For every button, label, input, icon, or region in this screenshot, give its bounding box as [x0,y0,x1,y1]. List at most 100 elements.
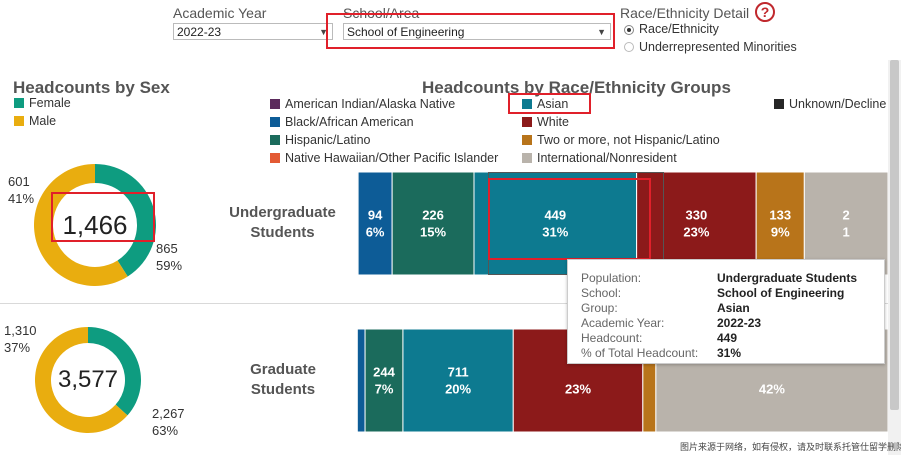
tooltip-key: Population: [581,271,642,285]
donut-total-undergrad: 1,466 [62,210,128,240]
bar-segment-black-african-american[interactable] [357,329,366,432]
radio-selected-icon [624,25,634,35]
bar-data-label: 226 [422,208,444,223]
bar-data-label: 449 [544,208,566,223]
tooltip-key: Headcount: [581,331,643,345]
row-divider [0,303,888,304]
data-label: 63% [152,423,179,438]
bar-segment-hispanic-latino[interactable] [364,329,404,432]
bar-data-label: 7% [375,382,394,397]
year-select[interactable]: 2022-23 ▼ [173,23,333,40]
legend-label: Hispanic/Latino [285,133,371,147]
data-label: 1,310 [4,323,37,338]
legend-swatch [522,99,532,109]
radio-label-urm: Underrepresented Minorities [639,40,797,54]
bar-segment-international-nonresident[interactable] [803,172,888,275]
data-label: 2,267 [152,406,185,421]
school-select[interactable]: School of Engineering ▼ [343,23,611,40]
donut-slice-male[interactable] [33,164,128,286]
legend-swatch [270,99,280,109]
year-select-value: 2022-23 [177,25,222,39]
data-label: 59% [156,258,183,273]
bar-data-label: 94 [368,208,383,223]
tooltip-key: Academic Year: [581,316,665,330]
bar-data-label: 711 [448,365,469,380]
bar-segment-asian[interactable] [402,329,514,432]
tooltip-value: Undergraduate Students [717,271,858,285]
bar-data-label: 15% [420,225,446,240]
year-filter-label: Academic Year [173,5,267,21]
bar-segment-asian[interactable] [473,172,638,275]
stacked-bar-undergrad: 94 6% 226 15% 449 31% 330 23% 133 9% 2 1 [357,172,888,275]
bar-data-label: 23% [565,382,591,397]
legend-label: American Indian/Alaska Native [285,97,456,111]
data-label: 865 [156,241,178,256]
chevron-down-icon: ▼ [597,27,606,37]
bar-data-label: 6% [366,225,385,240]
legend-label: Black/African American [285,115,414,129]
bar-segment-hispanic-latino[interactable] [391,172,475,275]
tooltip-value: 449 [717,331,738,345]
bar-data-label: 330 [686,208,708,223]
bar-data-label: 42% [759,382,785,397]
donut-slice-female[interactable] [88,327,141,416]
bar-data-label: 2 [843,208,850,223]
tooltip-value: 31% [717,346,742,360]
legend-swatch [522,153,532,163]
donut-chart-grad [35,327,141,433]
tooltip-value: Asian [717,301,750,315]
radio-race-ethnicity[interactable] [624,25,634,35]
scrollbar-track[interactable] [888,60,901,455]
bar-segment-white[interactable] [636,172,757,275]
bar-data-label: 31% [542,225,568,240]
legend-label: Two or more, not Hispanic/Latino [537,133,720,147]
tooltip: Population: School: Group: Academic Year… [567,259,885,364]
data-label: 37% [4,340,31,355]
highlight-box-asian-legend [508,93,591,114]
legend-swatch [14,98,24,108]
highlight-box-asian-segment [488,178,651,260]
legend-label: International/Nonresident [537,151,677,165]
donut-label-female-grad: 1,310 37% [4,322,37,356]
tooltip-values: Undergraduate Students School of Enginee… [717,271,857,361]
tooltip-value: 2022-23 [717,316,762,330]
tooltip-key: Group: [581,301,618,315]
donut-label-male-grad: 2,267 63% [152,405,185,439]
radio-label-race-ethnicity: Race/Ethnicity [639,22,719,36]
legend-label: Female [29,96,71,110]
school-select-value: School of Engineering [347,25,465,39]
legend-swatch [522,135,532,145]
donut-slice-male[interactable] [35,327,128,433]
tooltip-key: School: [581,286,622,300]
legend-label: Male [29,114,57,128]
row-label-undergrad: Undergraduate Students [229,204,336,241]
bar-data-label: 20% [445,382,471,397]
tooltip-value: School of Engineering [717,286,845,300]
legend-label: White [537,115,569,129]
radio-unselected-icon [624,42,634,52]
scrollbar-thumb[interactable] [890,60,899,410]
legend-label: Native Hawaiian/Other Pacific Islander [285,151,499,165]
donut-total-grad: 3,577 [57,366,119,393]
legend-swatch [270,117,280,127]
bar-data-label: 133 [769,208,791,223]
help-icon[interactable]: ? [755,2,775,22]
highlight-box-total [51,192,155,242]
bar-data-label: 23% [683,225,709,240]
bar-data-label: 244 [373,365,395,380]
legend-swatch [270,153,280,163]
legend-swatch [270,135,280,145]
bar-segment-black-african-american[interactable] [357,172,393,275]
bar-data-label: 1 [843,225,850,240]
tooltip-keys: Population: School: Group: Academic Year… [581,271,698,361]
race-panel-title: Headcounts by Race/Ethnicity Groups [422,78,731,97]
donut-label-male-undergrad: 865 59% [156,240,182,274]
legend-label: Asian [537,97,569,111]
footer-note: 图片来源于网络，如有侵权，请及时联系托管仕留学删除 [680,442,901,452]
radio-urm[interactable] [624,42,634,52]
detail-filter-label: Race/Ethnicity Detail [620,5,750,21]
donut-label-female-undergrad: 601 41% [8,173,34,207]
data-label: 41% [8,191,35,206]
legend-swatch [14,116,24,126]
bar-data-label: 9% [771,225,790,240]
